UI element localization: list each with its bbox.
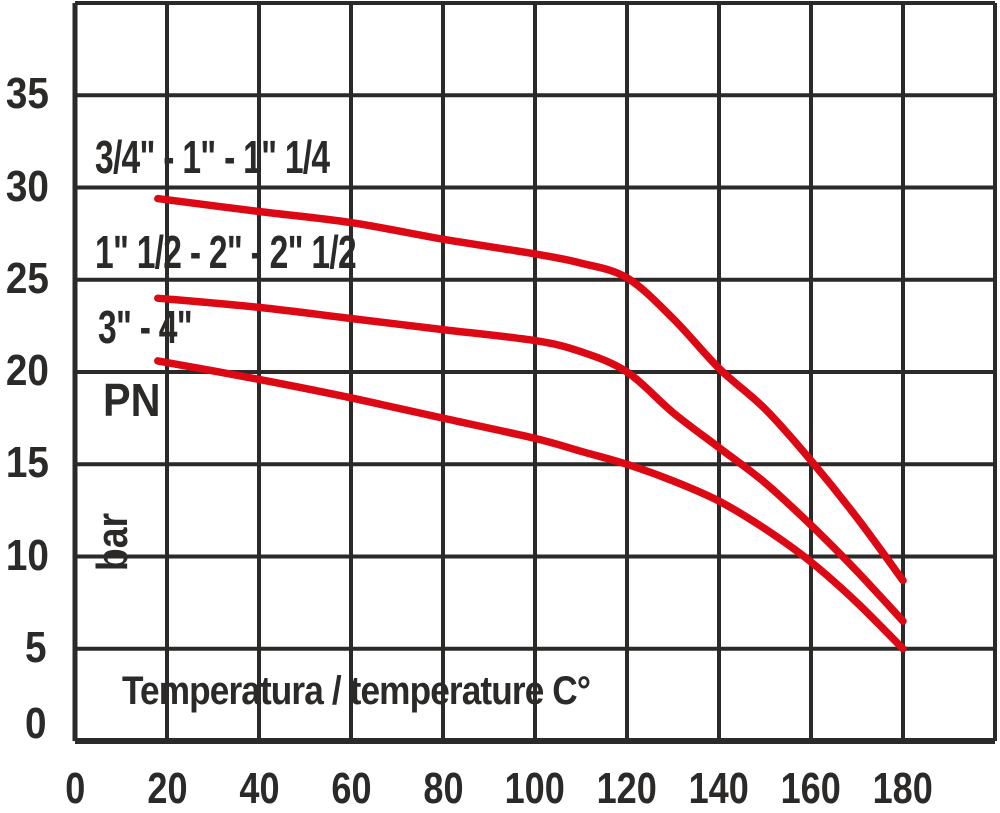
y-tick-label: 30 (0, 161, 49, 211)
x-tick-value: 80 (422, 764, 464, 813)
rating-curve-1 (154, 294, 907, 625)
y-tick-label: 20 (0, 346, 49, 395)
x-tick-value: 40 (238, 764, 280, 813)
y-tick-value: 20 (5, 346, 49, 395)
y-tick-value: 15 (5, 438, 49, 488)
x-tick-label: 100 (485, 766, 585, 812)
x-tick-label: 0 (25, 766, 125, 812)
x-tick-value: 160 (780, 764, 842, 813)
y-tick-value: 10 (5, 530, 49, 580)
y-tick-label: 5 (0, 622, 46, 672)
y-tick-label: 35 (0, 69, 49, 119)
x-tick-label: 180 (853, 766, 953, 812)
x-tick-value: 180 (872, 764, 934, 813)
y-axis-unit-bar: bar (88, 512, 137, 572)
rating-curve-2 (154, 357, 907, 653)
series-label-small-sizes: 3/4" - 1" - 1" 1/4 (95, 131, 330, 183)
x-tick-label: 40 (209, 766, 309, 812)
x-tick-value: 120 (596, 764, 658, 813)
x-axis-title-temperature: Temperatura / temperature C° (122, 669, 591, 713)
x-tick-value: 100 (504, 764, 566, 813)
x-tick-label: 80 (393, 766, 493, 812)
x-tick-value: 60 (330, 764, 372, 813)
y-tick-label: 25 (0, 253, 49, 303)
y-tick-value: 25 (5, 253, 49, 303)
y-tick-label: 0 (0, 701, 46, 747)
y-tick-label: 10 (0, 530, 49, 580)
x-tick-label: 20 (117, 766, 217, 812)
y-tick-label: 15 (0, 438, 49, 488)
x-tick-label: 160 (761, 766, 861, 812)
y-tick-value: 0 (24, 699, 46, 748)
series-label-large-sizes: 3" - 4" (98, 301, 193, 353)
y-axis-title-pn: PN (103, 374, 161, 426)
y-tick-value: 35 (5, 69, 49, 119)
x-tick-label: 60 (301, 766, 401, 812)
y-tick-value: 30 (5, 161, 49, 211)
y-tick-value: 5 (24, 622, 46, 672)
x-tick-value: 0 (64, 764, 86, 813)
rating-curve-0 (154, 194, 907, 585)
x-tick-label: 120 (577, 766, 677, 812)
x-tick-value: 20 (146, 764, 188, 813)
x-tick-value: 140 (688, 764, 750, 813)
series-label-medium-sizes: 1" 1/2 - 2" - 2" 1/2 (95, 226, 357, 278)
x-tick-label: 140 (669, 766, 769, 812)
